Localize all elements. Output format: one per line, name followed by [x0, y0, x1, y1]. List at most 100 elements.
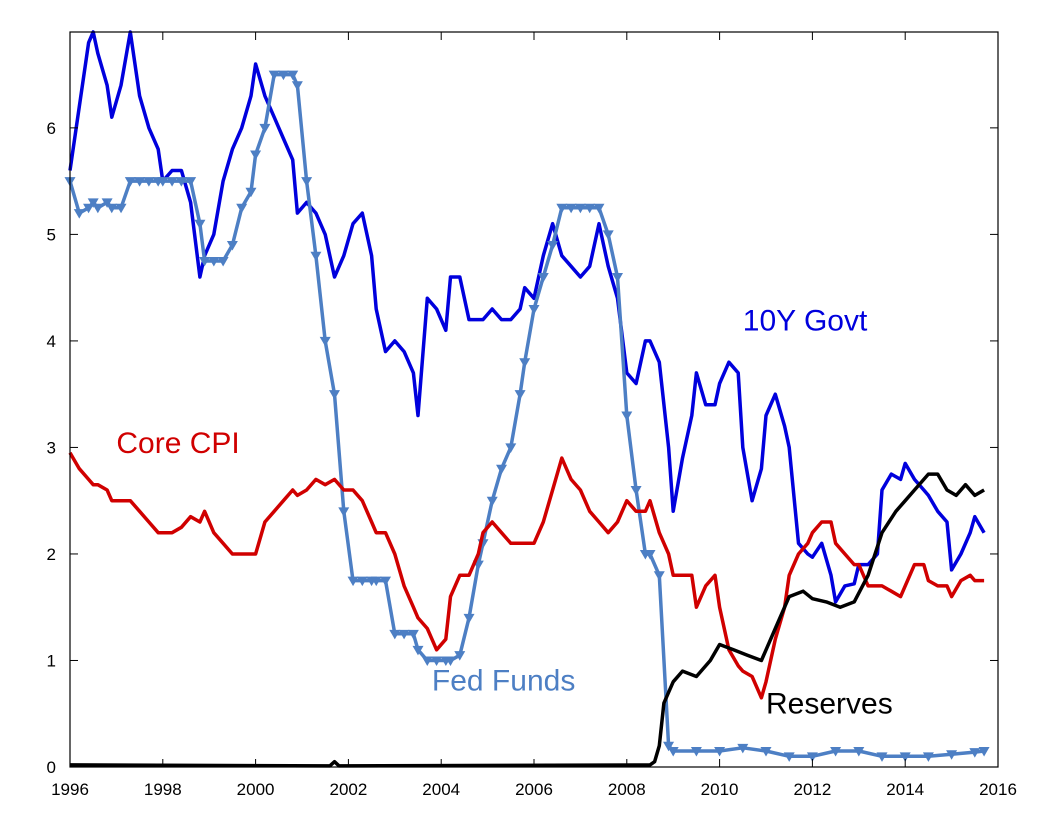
- x-tick-label: 1998: [144, 780, 182, 799]
- data-point-marker: [166, 177, 178, 187]
- data-point-marker: [245, 187, 257, 198]
- data-point-marker: [505, 443, 517, 453]
- data-point-marker: [584, 203, 596, 214]
- series-layer: [64, 30, 990, 768]
- data-point-marker: [574, 203, 586, 214]
- data-point-marker: [217, 257, 229, 267]
- x-tick-label: 2004: [422, 780, 460, 799]
- series-line-fed-funds: [68, 72, 985, 759]
- data-point-marker: [250, 150, 262, 160]
- data-point-marker: [714, 747, 726, 757]
- data-point-marker: [547, 241, 559, 251]
- data-point-marker: [268, 70, 280, 81]
- x-tick-label: 2012: [793, 780, 831, 799]
- data-point-marker: [310, 251, 322, 262]
- data-point-marker: [291, 81, 303, 91]
- data-point-marker: [87, 198, 99, 208]
- data-point-marker: [412, 645, 424, 656]
- data-point-marker: [454, 651, 466, 661]
- data-point-marker: [157, 177, 169, 187]
- data-point-marker: [946, 750, 958, 760]
- x-tick-label: 1996: [51, 780, 89, 799]
- data-point-marker: [226, 241, 238, 251]
- data-point-marker: [737, 743, 749, 754]
- data-point-marker: [565, 203, 577, 214]
- data-point-marker: [463, 613, 475, 624]
- data-point-marker: [194, 219, 206, 230]
- data-point-marker: [853, 747, 865, 757]
- data-point-marker: [922, 752, 934, 762]
- data-point-marker: [690, 747, 702, 757]
- data-point-marker: [830, 747, 842, 757]
- data-point-marker: [143, 177, 155, 187]
- x-tick-label: 2006: [515, 780, 553, 799]
- series-label-10y-govt: 10Y Govt: [743, 304, 868, 337]
- y-tick-label: 2: [47, 545, 56, 564]
- data-point-marker: [519, 358, 531, 368]
- data-point-marker: [73, 209, 85, 219]
- data-point-marker: [106, 203, 118, 214]
- data-point-marker: [277, 70, 289, 81]
- annotation-layer: 10Y Govt Core CPI Fed Funds Reserves: [116, 304, 892, 720]
- data-point-marker: [319, 336, 331, 347]
- data-point-marker: [806, 752, 818, 762]
- data-point-marker: [602, 230, 614, 240]
- data-point-marker: [514, 390, 526, 400]
- data-point-marker: [783, 752, 795, 762]
- data-point-marker: [876, 752, 888, 762]
- x-tick-label: 2000: [237, 780, 275, 799]
- data-point-marker: [444, 656, 456, 666]
- series-label-core-cpi: Core CPI: [116, 427, 239, 460]
- series-core-cpi: [68, 451, 985, 700]
- data-point-marker: [101, 198, 113, 208]
- series-10y-govt: [68, 30, 986, 604]
- data-point-marker: [208, 257, 220, 267]
- data-point-marker: [431, 656, 443, 666]
- series-label-reserves: Reserves: [766, 688, 893, 721]
- data-point-marker: [612, 273, 624, 283]
- y-tick-label: 1: [47, 651, 56, 670]
- data-point-marker: [124, 177, 136, 187]
- data-point-marker: [259, 123, 271, 134]
- data-point-marker: [301, 177, 313, 187]
- series-line-reserves: [69, 472, 985, 768]
- data-point-marker: [486, 496, 498, 507]
- y-tick-label: 5: [47, 225, 56, 244]
- x-tick-label: 2016: [979, 780, 1017, 799]
- data-point-marker: [185, 177, 197, 187]
- data-point-marker: [287, 70, 299, 81]
- data-point-marker: [528, 304, 540, 315]
- data-point-marker: [593, 203, 605, 214]
- data-point-marker: [398, 629, 410, 640]
- data-point-marker: [236, 203, 248, 214]
- y-tick-label: 3: [47, 438, 56, 457]
- x-tick-label: 2002: [329, 780, 367, 799]
- data-point-marker: [978, 747, 990, 757]
- data-point-marker: [969, 748, 981, 758]
- axes-layer: 1996 1998 2000 2002 2004 2006 2008 2010 2012 2014…: [47, 32, 1017, 799]
- plot-frame: [69, 31, 999, 768]
- data-point-marker: [537, 273, 549, 283]
- data-point-marker: [92, 203, 104, 214]
- data-point-marker: [356, 576, 368, 587]
- data-point-marker: [630, 486, 642, 496]
- series-reserves: [69, 472, 985, 768]
- x-tick-label: 2008: [608, 780, 646, 799]
- y-tick-label: 4: [47, 332, 56, 351]
- y-tick-label: 0: [47, 758, 56, 777]
- data-point-marker: [421, 656, 433, 666]
- data-point-marker: [199, 257, 211, 267]
- data-point-marker: [175, 177, 187, 187]
- data-point-marker: [347, 576, 359, 587]
- data-point-marker: [899, 752, 911, 762]
- data-point-marker: [644, 549, 656, 560]
- data-point-marker: [496, 464, 508, 475]
- data-point-marker: [621, 411, 633, 421]
- data-point-marker: [134, 177, 146, 187]
- data-point-marker: [760, 747, 772, 757]
- series-line-10y-govt: [68, 30, 986, 604]
- data-point-marker: [653, 571, 665, 581]
- data-point-marker: [380, 576, 392, 587]
